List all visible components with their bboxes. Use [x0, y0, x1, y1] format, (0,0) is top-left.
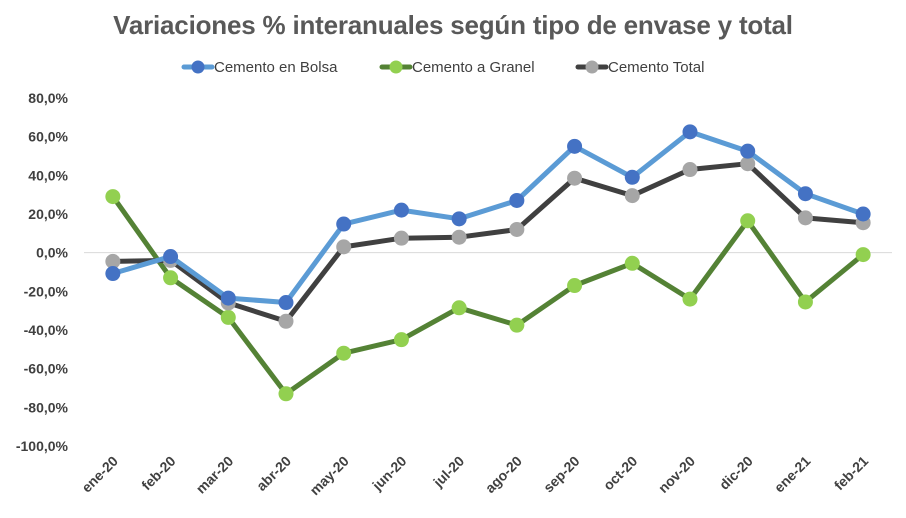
y-tick-label: -20,0%	[24, 283, 69, 299]
data-point	[451, 229, 467, 245]
legend-label: Cemento a Granel	[412, 59, 535, 76]
x-tick-label: jul-20	[429, 453, 467, 491]
data-point	[624, 188, 640, 204]
x-tick-label: oct-20	[600, 453, 641, 494]
y-tick-label: 80,0%	[28, 90, 68, 106]
data-point	[163, 249, 179, 265]
y-tick-label: 60,0%	[28, 129, 68, 145]
data-point	[336, 239, 352, 255]
series-line	[110, 129, 866, 305]
series-line	[110, 161, 866, 324]
x-tick-label: feb-21	[831, 453, 872, 494]
x-tick-label: ene-20	[78, 453, 121, 496]
data-point	[220, 290, 236, 306]
y-tick-label: 0,0%	[36, 245, 68, 261]
data-point	[336, 345, 352, 361]
x-tick-label: sep-20	[540, 453, 583, 496]
data-point	[740, 213, 756, 229]
legend-marker	[191, 60, 205, 74]
data-point	[336, 216, 352, 232]
chart-title: Variaciones % interanuales según tipo de…	[113, 10, 793, 40]
x-tick-label: jun-20	[368, 453, 409, 494]
y-tick-label: 20,0%	[28, 206, 68, 222]
data-point	[105, 189, 121, 205]
data-point	[393, 202, 409, 218]
y-tick-label: -100,0%	[16, 438, 69, 454]
data-point	[855, 247, 871, 263]
data-point	[278, 386, 294, 402]
data-point	[797, 210, 813, 226]
x-tick-label: abr-20	[253, 453, 294, 494]
data-point	[797, 294, 813, 310]
data-point	[509, 192, 525, 208]
data-point	[509, 317, 525, 333]
data-point	[451, 211, 467, 227]
legend-label: Cemento Total	[608, 59, 704, 76]
data-point	[567, 138, 583, 154]
legend-marker	[585, 60, 599, 74]
data-point	[567, 170, 583, 186]
data-point	[393, 332, 409, 348]
x-tick-label: mar-20	[193, 453, 237, 497]
y-tick-label: -40,0%	[24, 322, 69, 338]
x-tick-label: feb-20	[138, 453, 179, 494]
data-point	[682, 162, 698, 178]
x-tick-label: dic-20	[716, 453, 756, 493]
y-tick-label: -80,0%	[24, 399, 69, 415]
data-point	[682, 291, 698, 307]
data-point	[451, 300, 467, 316]
legend-marker	[389, 60, 403, 74]
data-point	[278, 295, 294, 311]
y-tick-label: -60,0%	[24, 361, 69, 377]
x-tick-label: ene-21	[771, 453, 814, 496]
x-tick-label: may-20	[306, 453, 352, 499]
data-point	[105, 253, 121, 269]
data-point	[624, 169, 640, 185]
data-point	[105, 266, 121, 282]
y-tick-label: 40,0%	[28, 167, 68, 183]
x-tick-label: ago-20	[482, 453, 525, 496]
x-tick-label: nov-20	[655, 453, 698, 496]
data-point	[740, 143, 756, 159]
data-point	[567, 278, 583, 294]
data-point	[220, 309, 236, 325]
legend-label: Cemento en Bolsa	[214, 59, 338, 76]
data-point	[163, 270, 179, 286]
data-point	[278, 313, 294, 329]
data-point	[682, 124, 698, 140]
data-point	[740, 156, 756, 172]
data-point	[797, 186, 813, 202]
data-point	[855, 206, 871, 222]
data-point	[624, 255, 640, 271]
data-point	[509, 221, 525, 237]
data-point	[393, 230, 409, 246]
series-line	[110, 194, 866, 397]
